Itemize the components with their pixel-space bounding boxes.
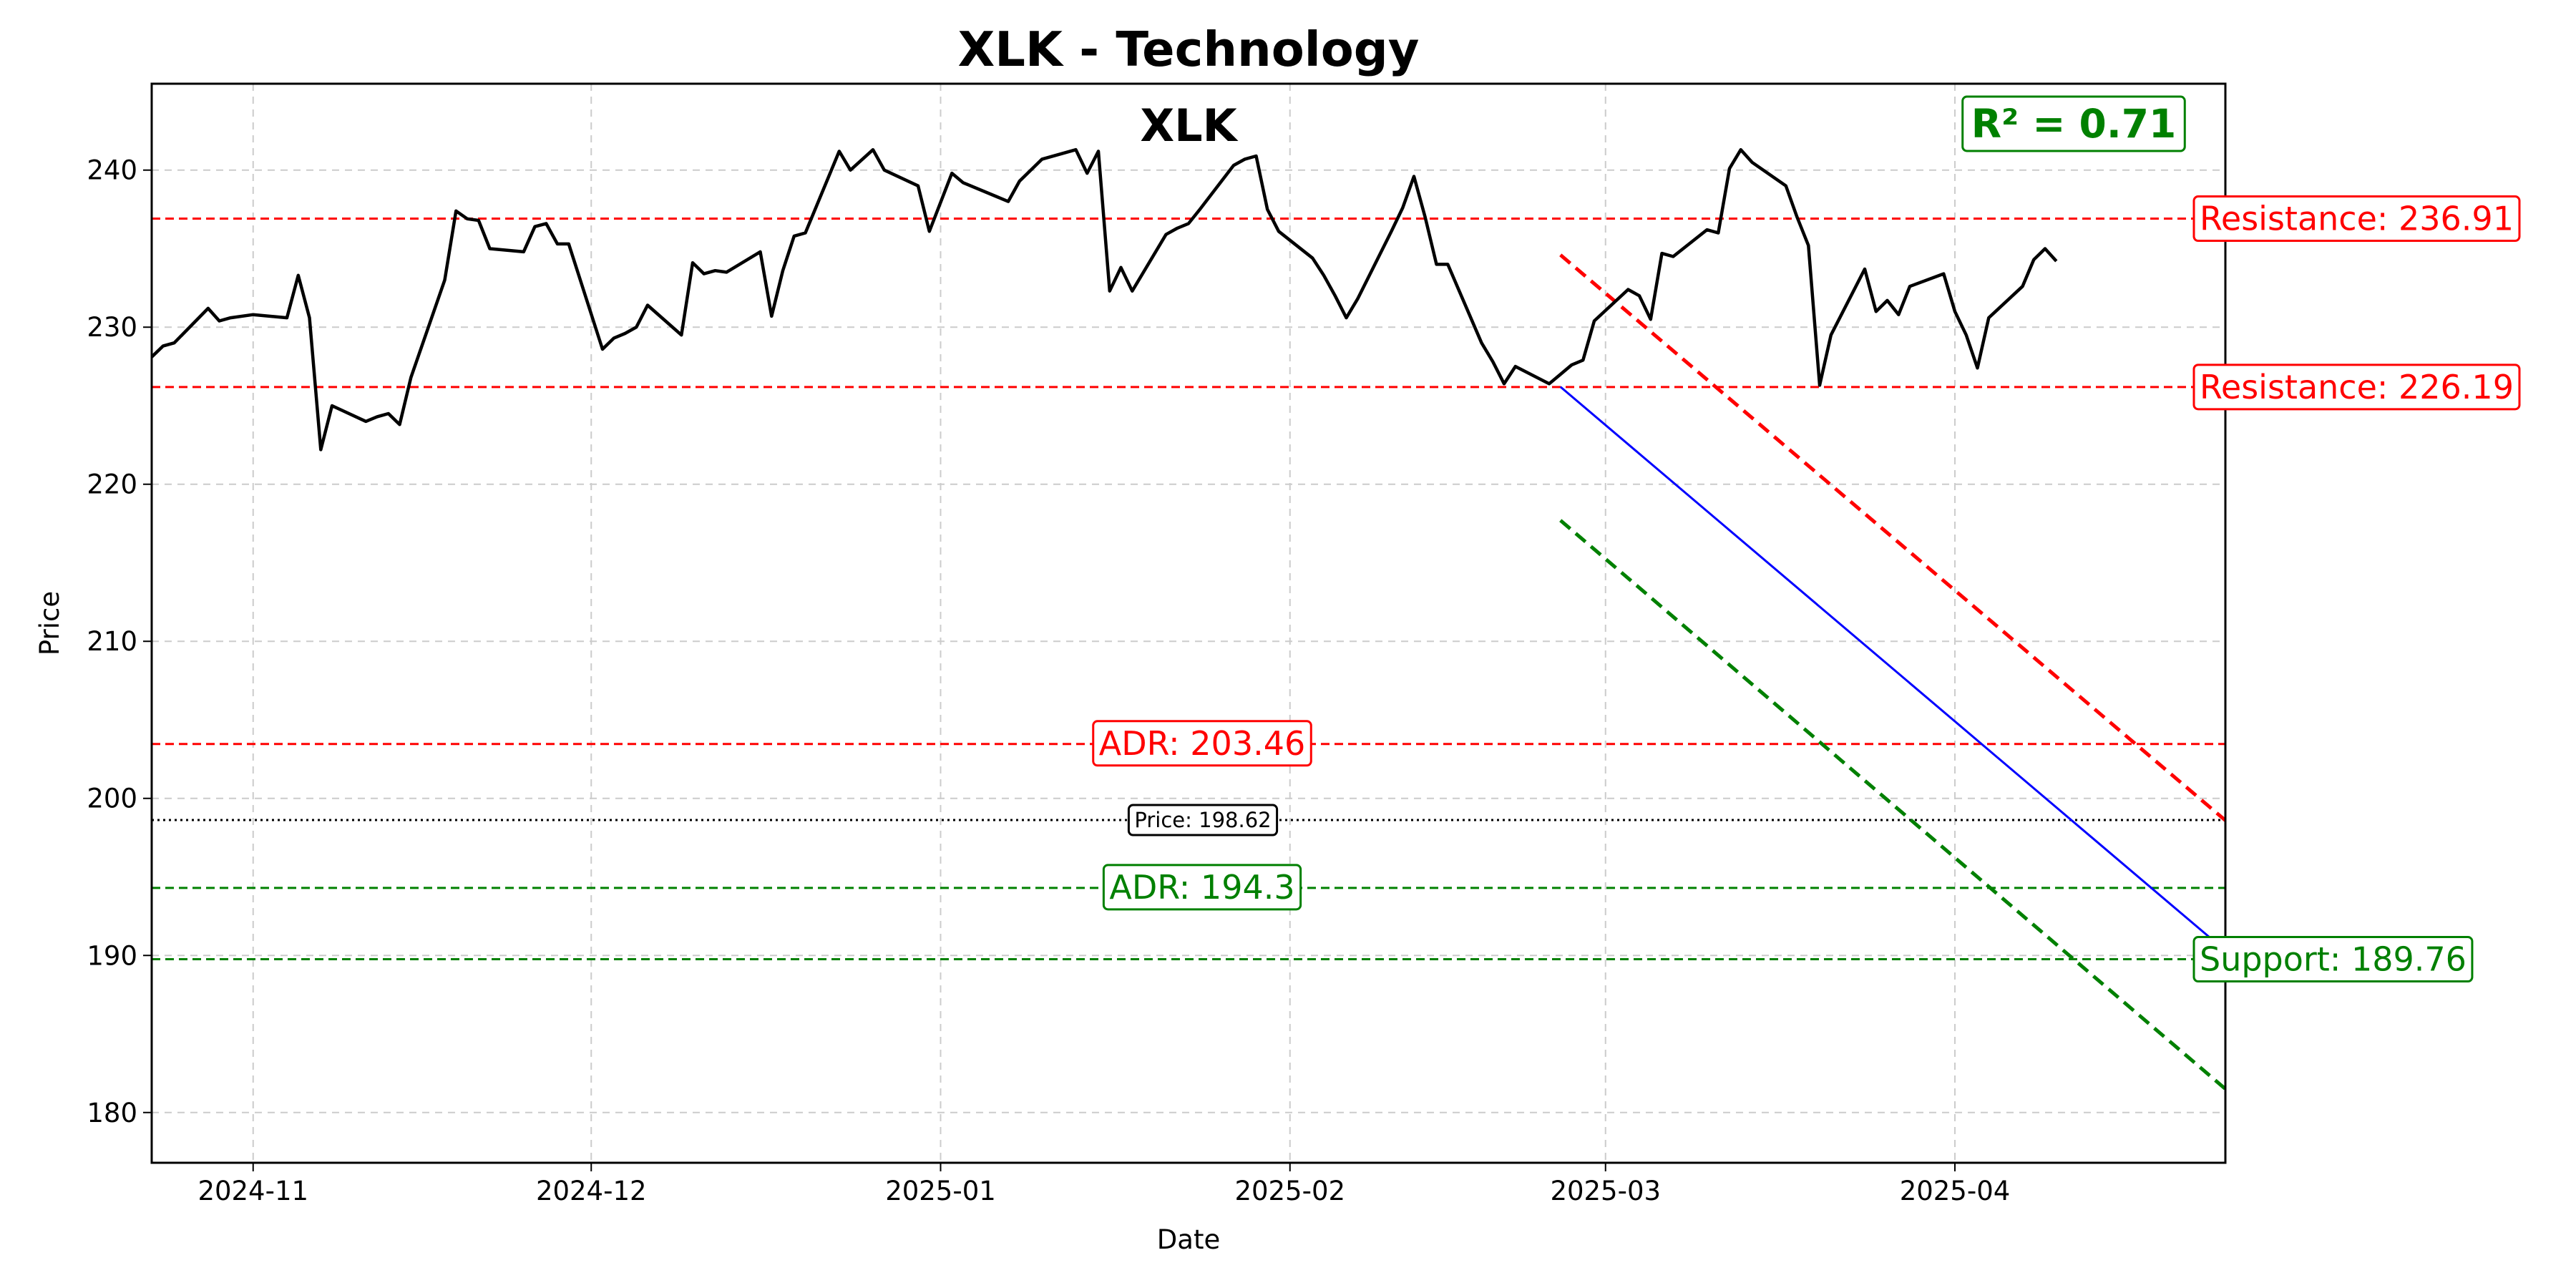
- lower-channel-line: [1559, 519, 2227, 1091]
- r-squared-box: [1961, 95, 2186, 152]
- r-squared-badge: R² = 0.71: [1961, 95, 2186, 152]
- adr-label-text: ADR: 194.3: [1109, 868, 1294, 907]
- adr-label-box: [1102, 864, 1302, 911]
- y-tick-label: 190: [87, 940, 137, 971]
- x-tick-label: 2025-01: [885, 1176, 996, 1206]
- adr-label-box: [1092, 720, 1312, 767]
- price-series: [150, 147, 2058, 452]
- x-tick-label: 2025-02: [1234, 1176, 1345, 1206]
- y-tick-label: 210: [87, 626, 137, 657]
- x-tick-label: 2025-03: [1550, 1176, 1661, 1206]
- x-tick-label: 2024-12: [536, 1176, 647, 1206]
- level-label-text: Support: 189.76: [2200, 940, 2467, 979]
- level-label-box: [2192, 936, 2474, 983]
- price-label-text: Price: 198.62: [1134, 808, 1271, 832]
- chart-title: XLK - Technology: [958, 21, 1420, 77]
- level-label-box: [2192, 364, 2521, 411]
- x-axis-label: Date: [1157, 1224, 1220, 1255]
- price-line: [150, 147, 2058, 452]
- y-axis-label: Price: [34, 591, 65, 655]
- y-tick-label: 220: [87, 469, 137, 500]
- r-squared-label: R² = 0.71: [1971, 101, 2177, 147]
- line-labels: Resistance: 236.91 Resistance: 226.19 ADR:…: [1092, 195, 2521, 983]
- grid: [152, 84, 2225, 1163]
- y-axis-ticks: 180 190 200 210 220 230 240: [87, 155, 152, 1128]
- y-tick-label: 200: [87, 784, 137, 814]
- regression-channel: [1559, 253, 2227, 1091]
- chart-subtitle: XLK: [1140, 99, 1238, 152]
- y-tick-label: 230: [87, 312, 137, 343]
- y-tick-label: 180: [87, 1098, 137, 1128]
- x-tick-label: 2024-11: [197, 1176, 308, 1206]
- reference-lines: [152, 218, 2225, 961]
- adr-label-text: ADR: 203.46: [1099, 724, 1306, 763]
- y-tick-label: 240: [87, 155, 137, 186]
- level-label-text: Resistance: 226.19: [2200, 368, 2514, 406]
- price-label-box: [1127, 804, 1279, 836]
- x-axis-ticks: 2024-11 2024-12 2025-01 2025-02 2025-03 2025-…: [197, 1163, 2010, 1206]
- x-tick-label: 2025-04: [1900, 1176, 2011, 1206]
- upper-channel-line: [1559, 253, 2227, 822]
- plot-frame: [150, 82, 2227, 1164]
- regression-line: [1559, 386, 2226, 952]
- level-label-text: Resistance: 236.91: [2200, 200, 2514, 238]
- level-label-box: [2192, 195, 2521, 243]
